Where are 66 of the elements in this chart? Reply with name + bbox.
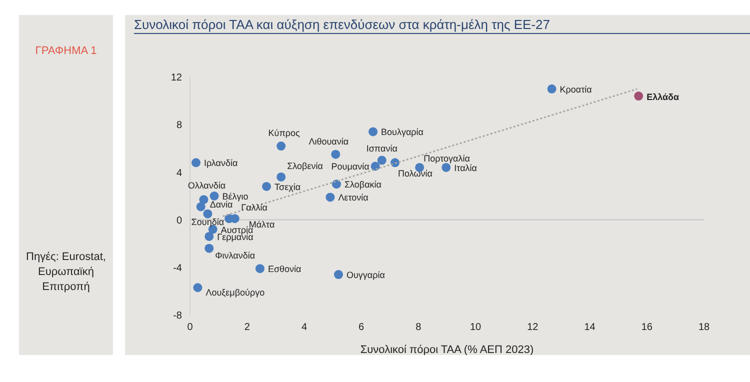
point (334, 270, 343, 280)
point (370, 162, 380, 171)
x-tick-label: 10 (470, 322, 482, 334)
data-label: Ιταλία (454, 162, 477, 173)
x-tick-label: 4 (301, 322, 308, 334)
point (262, 182, 272, 191)
point (368, 127, 378, 136)
data-label: Ελλάδα (646, 92, 680, 102)
point (547, 84, 556, 94)
point (377, 156, 386, 165)
x-tick-label: 14 (584, 322, 596, 334)
y-tick-label: -4 (173, 262, 182, 274)
y-tick-label: -8 (173, 310, 182, 322)
data-label: Φινλανδία (215, 250, 256, 260)
point (276, 142, 286, 151)
point (276, 172, 286, 182)
data-label: Σλοβενία (287, 160, 323, 171)
text: Πηγές: Eurostat, Ευρωπαϊκή Επιτροπή (25, 250, 107, 295)
data-label: Εσθονία (268, 264, 302, 274)
point (255, 264, 264, 274)
data-label: Σλοβακία (344, 180, 382, 190)
x-tick-label: 16 (641, 322, 653, 334)
data-label: Ρουμανία (331, 161, 370, 172)
point (204, 232, 214, 241)
point (210, 192, 219, 200)
x-tick-label: 6 (358, 322, 365, 334)
data-label: Πολωνία (398, 168, 432, 179)
x-tick-label: 18 (698, 322, 710, 334)
y-tick-label: 12 (170, 72, 182, 84)
data-label: Ολλανδία (188, 180, 226, 191)
x-tick-label: 2 (244, 322, 250, 334)
chart-title: Συνολικοί πόροι ΤΑΑ και αύξηση επενδύσεων στα κράτη-μέλη της ΕΕ-27 (134, 17, 750, 34)
data-label: Βέλγιο (222, 192, 248, 202)
x-tick-label: 8 (416, 322, 422, 334)
data-label: Ισπανία (366, 143, 398, 154)
data-label: Ουγγαρία (346, 270, 385, 280)
y-tick-label: 8 (176, 120, 182, 132)
data-label: Λιθουανία (308, 136, 349, 146)
point (193, 283, 202, 292)
data-label: Κύπρος (268, 128, 301, 138)
point (634, 92, 644, 101)
data-label: Ιρλανδία (204, 158, 238, 168)
data-label: Λουξεμβούργο (206, 288, 265, 298)
point (199, 195, 208, 204)
data-label: Σουηδία (191, 216, 224, 227)
y-tick-label: 0 (176, 215, 182, 226)
data-label: Δανία (210, 200, 233, 210)
point (203, 209, 212, 218)
data-label: Πορτογαλία (424, 153, 470, 164)
data-label: Τσεχία (274, 182, 301, 192)
y-tick-label: 4 (176, 168, 182, 179)
data-label: Λετονία (338, 192, 368, 203)
data-label: Βουλγαρία (381, 127, 424, 138)
x-tick-label: 0 (187, 322, 194, 334)
point (326, 192, 335, 202)
point (331, 150, 340, 159)
data-label: Κροατία (560, 84, 592, 94)
data-label: Γερμανία (217, 232, 254, 242)
point (191, 158, 200, 168)
x-tick-label: 12 (527, 322, 539, 334)
text: ΓΡΑΦΗΜΑ 1 (34, 45, 98, 57)
point (196, 202, 206, 212)
x-axis-title: Συνολικοί πόροι ΤΑΑ (% ΑΕΠ 2023) (360, 344, 534, 356)
data-label: Γαλλία (241, 202, 268, 213)
point (332, 180, 341, 189)
point (204, 244, 214, 253)
